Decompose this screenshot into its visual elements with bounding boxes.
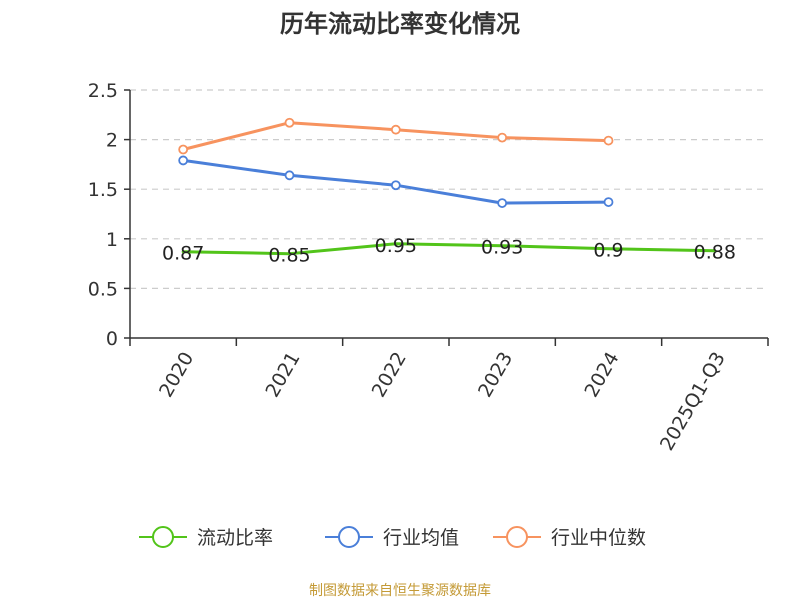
series-1-point-0[interactable] bbox=[178, 155, 189, 166]
x-tick-label: 2022 bbox=[368, 348, 411, 401]
axes: 0 0.5 1 1.5 2 2.5 2020 2021 2022 2023 2024 2025Q1-Q… bbox=[88, 80, 769, 455]
series-1-point-1[interactable] bbox=[284, 170, 295, 181]
data-label: 0.88 bbox=[694, 242, 736, 264]
series-line-0 bbox=[181, 242, 717, 256]
chart-title: 历年流动比率变化情况 bbox=[280, 10, 520, 38]
data-label: 0.87 bbox=[162, 243, 204, 265]
legend-item-0[interactable]: 流动比率 bbox=[139, 526, 273, 549]
gridlines bbox=[130, 89, 768, 289]
legend-label: 流动比率 bbox=[197, 527, 273, 549]
x-tick-label: 2020 bbox=[155, 348, 198, 401]
series-1-point-4[interactable] bbox=[603, 197, 614, 207]
legend[interactable]: 流动比率 行业均值 行业中位数 bbox=[139, 526, 646, 549]
data-label: 0.85 bbox=[268, 245, 310, 267]
x-tick-label: 2021 bbox=[261, 348, 304, 401]
source-note: 制图数据来自恒生聚源数据库 bbox=[309, 583, 491, 599]
series-2-point-4[interactable] bbox=[603, 135, 614, 146]
series-2-point-0[interactable] bbox=[178, 144, 189, 155]
data-labels: 0.87 0.85 0.95 0.93 0.9 0.88 bbox=[162, 235, 736, 267]
y-tick-label: 2 bbox=[106, 130, 118, 152]
series-lines bbox=[178, 117, 717, 256]
series-2-point-1[interactable] bbox=[284, 117, 295, 128]
legend-item-1[interactable]: 行业均值 bbox=[325, 526, 459, 549]
y-tick-label: 1.5 bbox=[88, 179, 118, 201]
y-tick-label: 1 bbox=[106, 229, 118, 251]
series-1-point-3[interactable] bbox=[497, 198, 508, 208]
legend-marker-icon bbox=[152, 526, 174, 548]
series-2-point-2[interactable] bbox=[390, 124, 401, 135]
y-tick-label: 2.5 bbox=[88, 80, 118, 102]
legend-marker-icon bbox=[506, 526, 528, 548]
y-tick-label: 0 bbox=[106, 328, 118, 350]
x-tick-label: 2024 bbox=[580, 348, 623, 401]
y-tick-label: 0.5 bbox=[88, 278, 118, 300]
data-label: 0.9 bbox=[593, 240, 623, 262]
series-1-point-2[interactable] bbox=[390, 180, 401, 191]
x-tick-label: 2025Q1-Q3 bbox=[656, 348, 730, 454]
legend-label: 行业中位数 bbox=[551, 527, 646, 549]
legend-label: 行业均值 bbox=[383, 527, 459, 549]
legend-marker-icon bbox=[338, 526, 360, 548]
series-2-point-3[interactable] bbox=[497, 132, 508, 143]
x-tick-label: 2023 bbox=[474, 348, 517, 401]
data-label: 0.93 bbox=[481, 237, 523, 259]
data-label: 0.95 bbox=[375, 235, 417, 257]
legend-item-2[interactable]: 行业中位数 bbox=[493, 526, 646, 549]
